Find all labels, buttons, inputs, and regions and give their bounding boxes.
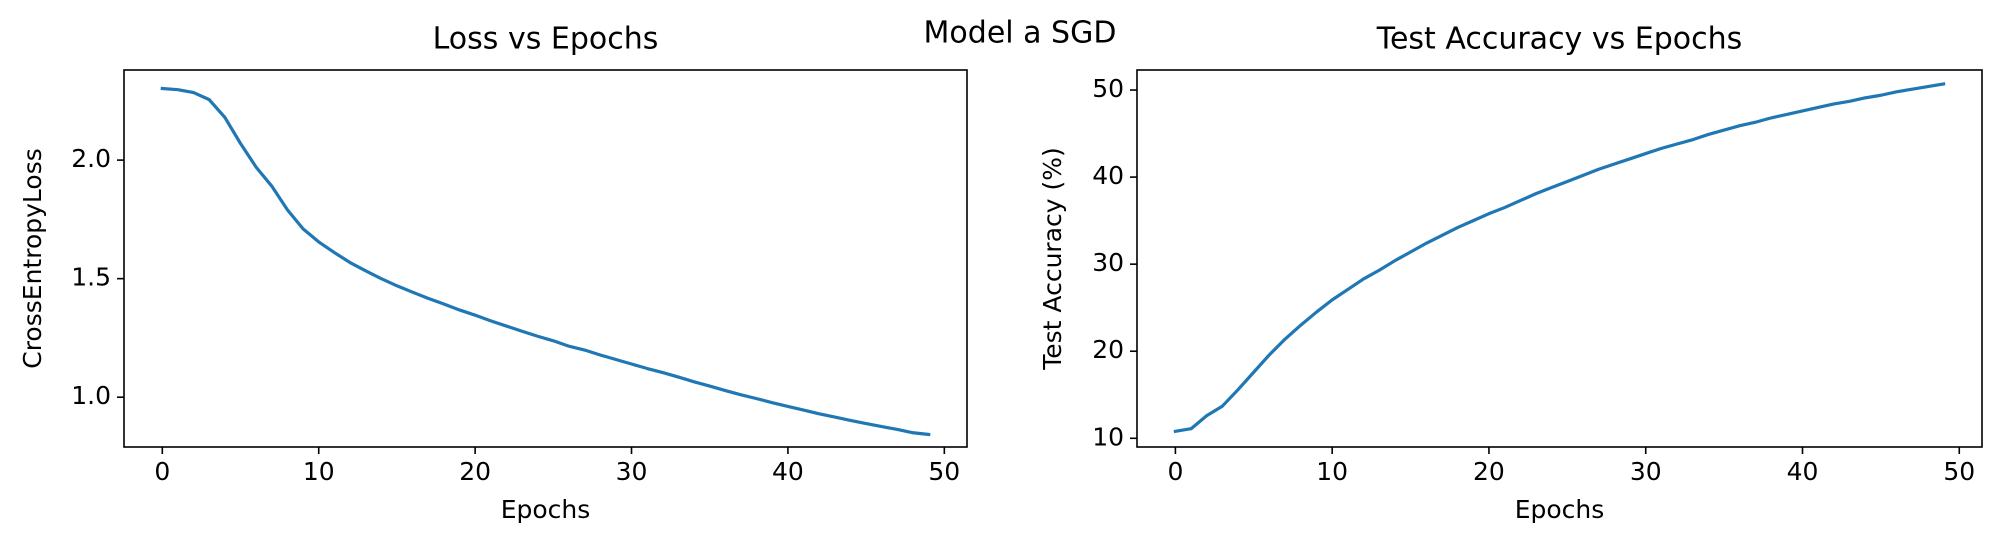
loss-x-tick-label: 10 [303,457,335,486]
loss-chart-title: Loss vs Epochs [433,22,659,57]
accuracy-x-axis-label: Epochs [1515,495,1605,524]
accuracy-x-tick-label: 20 [1473,457,1505,486]
loss-y-tick-label: 2.0 [71,144,111,173]
loss-x-tick-label: 0 [154,457,170,486]
loss-y-tick-label: 1.0 [71,381,111,410]
accuracy-y-tick-label: 30 [1092,248,1124,277]
accuracy-y-tick-label: 20 [1092,335,1124,364]
loss-y-axis-label: CrossEntropyLoss [18,148,47,369]
accuracy-y-tick-label: 40 [1092,161,1124,190]
accuracy-chart-title: Test Accuracy vs Epochs [1376,22,1743,57]
accuracy-axes-frame [1136,69,1983,448]
accuracy-x-tick-label: 50 [1943,457,1975,486]
accuracy-y-tick-label: 50 [1092,74,1124,103]
loss-y-tick-label: 1.5 [71,263,111,292]
loss-x-tick-label: 50 [928,457,960,486]
accuracy-y-axis-label: Test Accuracy (%) [1038,147,1067,371]
accuracy-x-tick-label: 40 [1787,457,1819,486]
loss-axes-frame [123,69,968,448]
loss-x-tick-label: 40 [772,457,804,486]
loss-x-tick-label: 20 [459,457,491,486]
accuracy-x-tick-label: 0 [1167,457,1183,486]
accuracy-x-tick-label: 10 [1316,457,1348,486]
chart-panel-loss: 0 10 20 30 40 50 1.0 1.5 2.0 Loss vs Epochs Epochs… [18,22,968,524]
figure-suptitle: Model a SGD [924,16,1117,51]
accuracy-y-tick-label: 10 [1092,422,1124,451]
loss-series-line [160,86,931,437]
chart-panel-accuracy: 0 10 20 30 40 50 10 20 30 40 50 Test Accuracy vs Ep… [1038,22,1983,524]
accuracy-series-line [1173,82,1946,434]
loss-x-tick-label: 30 [616,457,648,486]
loss-x-axis-label: Epochs [501,495,591,524]
accuracy-x-tick-label: 30 [1630,457,1662,486]
